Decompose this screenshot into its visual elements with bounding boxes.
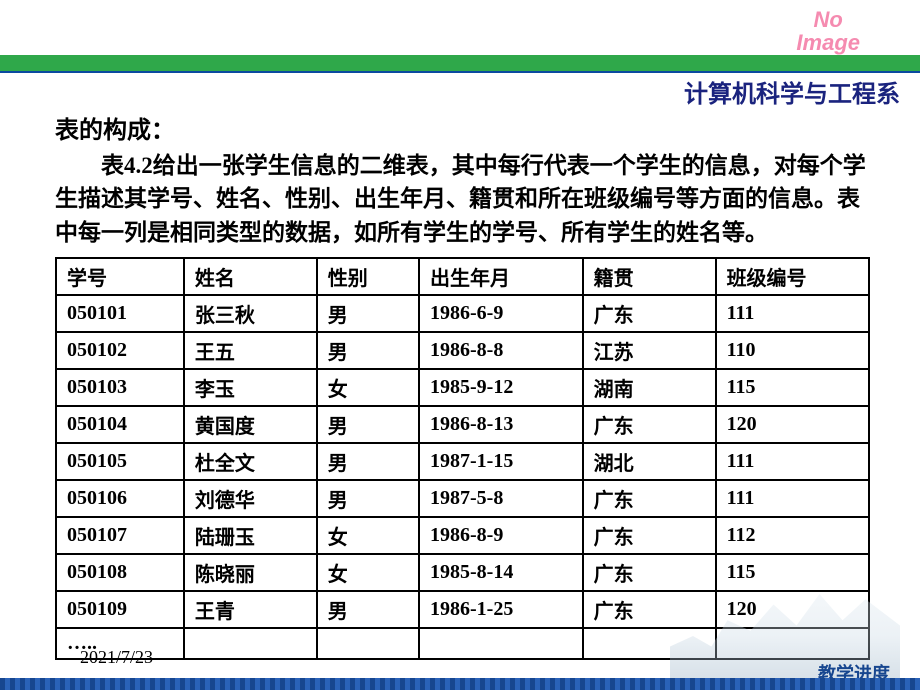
table-cell: 1987-5-8 bbox=[419, 480, 583, 517]
table-body: 050101张三秋男1986-6-9广东111050102王五男1986-8-8… bbox=[56, 295, 869, 659]
table-cell: 120 bbox=[716, 406, 869, 443]
table-cell: 111 bbox=[716, 443, 869, 480]
table-cell: 1986-6-9 bbox=[419, 295, 583, 332]
table-cell: 050107 bbox=[56, 517, 184, 554]
table-cell bbox=[184, 628, 317, 659]
table-cell: 050101 bbox=[56, 295, 184, 332]
table-row: 050106刘德华男1987-5-8广东111 bbox=[56, 480, 869, 517]
table-cell: 陆珊玉 bbox=[184, 517, 317, 554]
table-cell bbox=[317, 628, 419, 659]
table-header-cell: 班级编号 bbox=[716, 258, 869, 295]
table-cell: 050106 bbox=[56, 480, 184, 517]
table-cell: 女 bbox=[317, 517, 419, 554]
table-cell: 江苏 bbox=[583, 332, 716, 369]
table-cell: 男 bbox=[317, 295, 419, 332]
table-cell: 1986-1-25 bbox=[419, 591, 583, 628]
table-cell: 张三秋 bbox=[184, 295, 317, 332]
table-header-row: 学号姓名性别出生年月籍贯班级编号 bbox=[56, 258, 869, 295]
table-cell: 湖南 bbox=[583, 369, 716, 406]
table-header-cell: 姓名 bbox=[184, 258, 317, 295]
table-cell: 050104 bbox=[56, 406, 184, 443]
table-cell: 115 bbox=[716, 369, 869, 406]
table-cell: 李玉 bbox=[184, 369, 317, 406]
footer-date: 2021/7/23 bbox=[80, 647, 153, 668]
table-cell: 1986-8-8 bbox=[419, 332, 583, 369]
table-cell: 男 bbox=[317, 443, 419, 480]
table-cell: 男 bbox=[317, 480, 419, 517]
table-cell: 050103 bbox=[56, 369, 184, 406]
table-cell: 111 bbox=[716, 295, 869, 332]
table-header-cell: 性别 bbox=[317, 258, 419, 295]
table-cell: 广东 bbox=[583, 480, 716, 517]
no-image-line2: Image bbox=[796, 31, 860, 54]
table-cell: 陈晓丽 bbox=[184, 554, 317, 591]
table-cell: 050108 bbox=[56, 554, 184, 591]
table-cell: 050109 bbox=[56, 591, 184, 628]
table-cell: 王青 bbox=[184, 591, 317, 628]
table-cell: 男 bbox=[317, 406, 419, 443]
table-cell: 广东 bbox=[583, 591, 716, 628]
table-cell: 050102 bbox=[56, 332, 184, 369]
table-cell: 1986-8-9 bbox=[419, 517, 583, 554]
table-row: 050102王五男1986-8-8江苏110 bbox=[56, 332, 869, 369]
no-image-placeholder: No Image bbox=[796, 8, 860, 54]
table-row: 050105杜全文男1987-1-15湖北111 bbox=[56, 443, 869, 480]
table-row: 050108陈晓丽女1985-8-14广东115 bbox=[56, 554, 869, 591]
table-row: 050109王青男1986-1-25广东120 bbox=[56, 591, 869, 628]
table-cell: 湖北 bbox=[583, 443, 716, 480]
table-row: 050107陆珊玉女1986-8-9广东112 bbox=[56, 517, 869, 554]
table-row: 050101张三秋男1986-6-9广东111 bbox=[56, 295, 869, 332]
table-cell: 男 bbox=[317, 332, 419, 369]
table-cell: 1985-9-12 bbox=[419, 369, 583, 406]
section-title: 表的构成： bbox=[55, 110, 870, 145]
intro-paragraph: 表4.2给出一张学生信息的二维表，其中每行代表一个学生的信息，对每个学生描述其学… bbox=[55, 149, 870, 249]
table-cell: 广东 bbox=[583, 554, 716, 591]
header-bar bbox=[0, 55, 920, 73]
content-area: 表的构成： 表4.2给出一张学生信息的二维表，其中每行代表一个学生的信息，对每个… bbox=[55, 110, 870, 660]
table-cell bbox=[419, 628, 583, 659]
table-cell: 黄国度 bbox=[184, 406, 317, 443]
table-cell: 050105 bbox=[56, 443, 184, 480]
table-cell: 王五 bbox=[184, 332, 317, 369]
table-cell: 广东 bbox=[583, 295, 716, 332]
table-header-cell: 籍贯 bbox=[583, 258, 716, 295]
department-title: 计算机科学与工程系 bbox=[684, 74, 900, 109]
table-cell: 男 bbox=[317, 591, 419, 628]
table-cell: 广东 bbox=[583, 406, 716, 443]
table-cell: 112 bbox=[716, 517, 869, 554]
table-row: 050103李玉女1985-9-12湖南115 bbox=[56, 369, 869, 406]
table-header-cell: 出生年月 bbox=[419, 258, 583, 295]
table-cell: 1986-8-13 bbox=[419, 406, 583, 443]
no-image-line1: No bbox=[796, 8, 860, 31]
table-cell: 女 bbox=[317, 369, 419, 406]
table-cell: 111 bbox=[716, 480, 869, 517]
table-cell: 1987-1-15 bbox=[419, 443, 583, 480]
table-row: 050104黄国度男1986-8-13广东120 bbox=[56, 406, 869, 443]
table-cell: 115 bbox=[716, 554, 869, 591]
table-cell: 女 bbox=[317, 554, 419, 591]
table-cell: 杜全文 bbox=[184, 443, 317, 480]
table-header-cell: 学号 bbox=[56, 258, 184, 295]
table-cell: 刘德华 bbox=[184, 480, 317, 517]
table-cell: 1985-8-14 bbox=[419, 554, 583, 591]
table-cell: 广东 bbox=[583, 517, 716, 554]
footer-bar bbox=[0, 678, 920, 690]
student-table: 学号姓名性别出生年月籍贯班级编号 050101张三秋男1986-6-9广东111… bbox=[55, 257, 870, 660]
table-cell: 110 bbox=[716, 332, 869, 369]
